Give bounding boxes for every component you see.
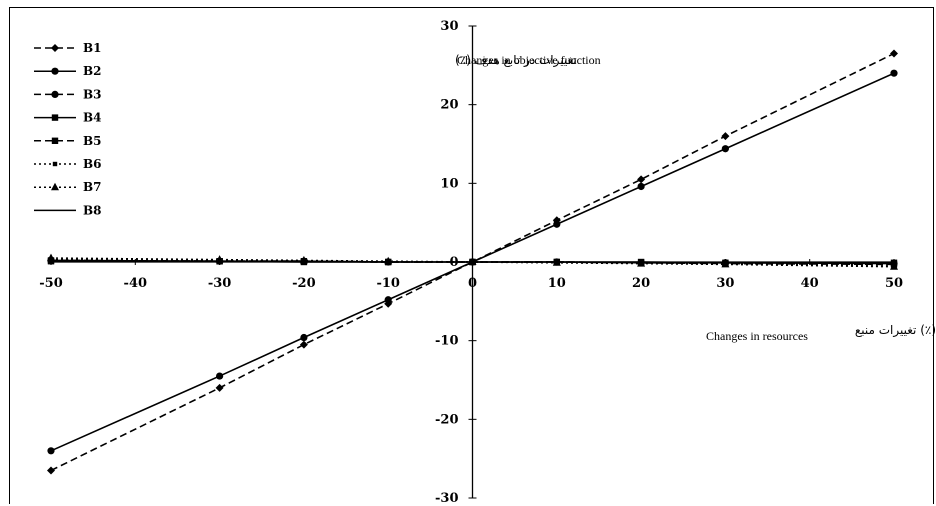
data-point-b1 — [299, 340, 308, 349]
y-axis-label-fa: تغییرات در تابع هدف (٪) — [455, 53, 577, 68]
data-point-b1 — [215, 383, 224, 392]
y-tick-label: 10 — [440, 176, 458, 191]
legend-label: B2 — [83, 64, 102, 78]
axes: -50 -40 -30 -20 -10 0 10 20 30 40 503020100-10-20-… — [39, 19, 903, 506]
legend-label: B7 — [83, 180, 102, 194]
y-tick-label: -20 — [435, 412, 459, 427]
x-tick-label: -50 — [39, 276, 63, 291]
y-tick-label: 30 — [440, 19, 458, 34]
legend-marker — [51, 90, 59, 98]
y-tick-label: 20 — [440, 98, 458, 113]
y-tick-label: -10 — [435, 334, 459, 349]
legend-label: B8 — [83, 203, 102, 217]
data-point-b1 — [637, 175, 646, 184]
legend-item-b1: B1 — [34, 41, 102, 55]
x-tick-label: 30 — [716, 276, 734, 291]
series-line-b8 — [50, 259, 895, 265]
data-point-b2 — [553, 220, 561, 228]
legend-item-b4: B4 — [34, 111, 102, 125]
x-tick-label: 10 — [548, 276, 566, 291]
legend-item-b2: B2 — [34, 64, 102, 78]
x-axis-label-fa: تغییرات منبع (٪) — [855, 323, 936, 338]
x-tick-label: 40 — [801, 276, 819, 291]
data-point-b7 — [47, 253, 55, 262]
legend-label: B5 — [83, 134, 102, 148]
x-tick-label: 0 — [468, 276, 477, 291]
legend-label: B1 — [83, 41, 102, 55]
legend-marker — [51, 182, 59, 191]
legend-label: B6 — [83, 157, 102, 171]
legend-marker — [51, 114, 59, 121]
data-point-b1 — [890, 49, 898, 58]
legend-marker — [52, 161, 58, 167]
legend-marker — [51, 44, 59, 52]
data-point-b2 — [384, 296, 392, 304]
data-point-b2 — [637, 182, 645, 191]
legend-marker — [51, 67, 59, 75]
series-b8 — [50, 259, 895, 265]
legend-item-b6: B6 — [34, 157, 102, 171]
chart-frame — [9, 7, 934, 504]
data-point-b2 — [721, 145, 730, 153]
x-tick-label: -30 — [208, 276, 232, 291]
data-point-b2 — [47, 447, 55, 455]
legend: B1 B2 B3 B4 B5 B6 B7 B8 — [34, 41, 102, 217]
data-point-b7 — [721, 259, 730, 268]
legend-item-b7: B7 — [34, 180, 102, 194]
x-axis-label: Changes in resources — [706, 329, 808, 343]
data-point-b7 — [890, 262, 898, 270]
x-tick-label: -40 — [124, 276, 148, 291]
x-tick-label: 50 — [885, 276, 903, 291]
y-axis-label: Changes in objective function — [457, 53, 601, 67]
series-layer — [47, 49, 898, 475]
x-tick-label: 20 — [632, 276, 650, 291]
data-point-b2 — [216, 372, 224, 380]
data-point-b1 — [47, 466, 55, 475]
y-tick-label: -30 — [435, 491, 459, 506]
legend-marker — [51, 137, 59, 144]
legend-label: B4 — [83, 111, 102, 125]
legend-item-b5: B5 — [34, 134, 102, 148]
series-line-b1 — [50, 52, 895, 472]
data-point-b2 — [890, 69, 898, 77]
x-tick-label: -10 — [376, 276, 400, 291]
legend-label: B3 — [83, 87, 102, 101]
data-point-b2 — [300, 333, 308, 342]
legend-item-b8: B8 — [34, 203, 102, 217]
legend-item-b3: B3 — [34, 87, 102, 101]
x-tick-label: -20 — [292, 276, 316, 291]
data-point-b1 — [721, 132, 730, 141]
